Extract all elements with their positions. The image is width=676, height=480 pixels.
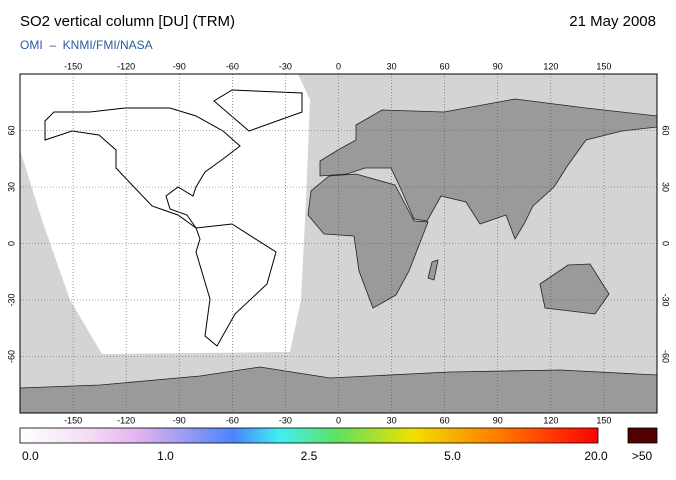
colorbar-label: 0.0 — [22, 449, 39, 463]
overflow-label: >50 — [632, 449, 653, 463]
colorbar-label: 20.0 — [584, 449, 608, 463]
madagascar — [427, 259, 439, 281]
lon-tick-label: -90 — [173, 61, 186, 71]
title: SO2 vertical column [DU] (TRM) — [20, 13, 235, 30]
colorbar-label: 5.0 — [444, 449, 461, 463]
lon-tick-label: 90 — [493, 61, 503, 71]
lat-tick-label: -60 — [661, 350, 671, 363]
greenland — [213, 89, 303, 132]
lon-tick-label: -30 — [279, 415, 292, 425]
lon-tick-label: -120 — [117, 415, 135, 425]
lat-tick-label: 60 — [661, 125, 671, 135]
lat-tick-label: -60 — [6, 350, 16, 363]
lon-tick-label: 120 — [543, 61, 558, 71]
lon-tick-label: 0 — [336, 415, 341, 425]
lon-tick-label: -30 — [279, 61, 292, 71]
lat-tick-label: 60 — [6, 125, 16, 135]
date: 21 May 2008 — [569, 13, 656, 30]
lon-tick-label: -150 — [64, 61, 82, 71]
south-america — [195, 223, 277, 347]
lon-tick-label: -120 — [117, 61, 135, 71]
lon-tick-label: -90 — [173, 415, 186, 425]
map-frame — [19, 73, 658, 414]
lon-tick-label: 150 — [596, 415, 611, 425]
lat-tick-label: 30 — [6, 182, 16, 192]
lat-tick-label: -30 — [6, 293, 16, 306]
north-america — [44, 107, 241, 229]
lon-tick-label: 60 — [440, 415, 450, 425]
lon-tick-label: 150 — [596, 61, 611, 71]
colorbar-label: 1.0 — [157, 449, 174, 463]
colorbar-label: 2.5 — [301, 449, 318, 463]
subtitle: OMI – KNMI/FMI/NASA — [20, 38, 153, 52]
lon-tick-label: 30 — [387, 415, 397, 425]
lat-tick-label: 30 — [661, 182, 671, 192]
lon-tick-label: -150 — [64, 415, 82, 425]
lon-tick-label: -60 — [226, 61, 239, 71]
lat-tick-label: 0 — [661, 241, 671, 246]
lon-tick-label: 0 — [336, 61, 341, 71]
lon-tick-label: 90 — [493, 415, 503, 425]
africa — [307, 173, 429, 309]
overflow-swatch — [627, 427, 658, 444]
australia — [539, 263, 610, 315]
lon-tick-label: 60 — [440, 61, 450, 71]
lat-tick-label: -30 — [661, 293, 671, 306]
lon-tick-label: -60 — [226, 415, 239, 425]
lon-tick-label: 120 — [543, 415, 558, 425]
lon-tick-label: 30 — [387, 61, 397, 71]
lat-tick-label: 0 — [6, 241, 16, 246]
colorbar — [19, 427, 599, 444]
graticule — [20, 74, 657, 413]
